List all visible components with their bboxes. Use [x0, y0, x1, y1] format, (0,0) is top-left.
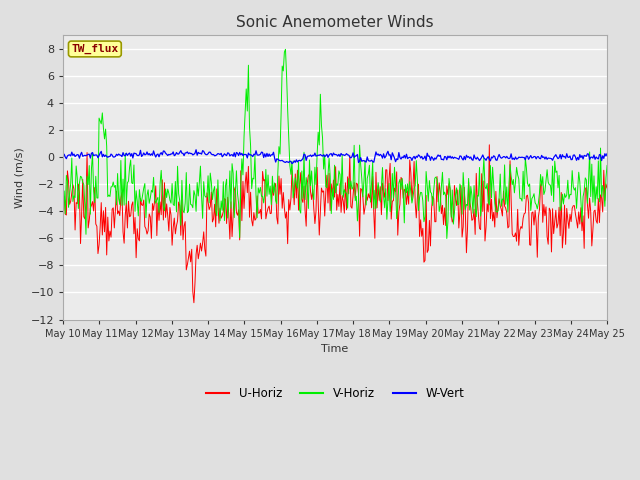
- Y-axis label: Wind (m/s): Wind (m/s): [15, 147, 25, 208]
- W-Vert: [60, 155, 67, 160]
- W-Vert: [385, 152, 393, 158]
- W-Vert: [192, 147, 200, 153]
- U-Horiz: [384, 198, 392, 204]
- Line: V-Horiz: V-Horiz: [63, 49, 607, 239]
- U-Horiz: [355, 191, 362, 197]
- U-Horiz: [190, 300, 198, 306]
- W-Vert: [604, 151, 611, 156]
- V-Horiz: [282, 47, 289, 52]
- W-Vert: [320, 152, 328, 157]
- V-Horiz: [384, 197, 392, 203]
- W-Vert: [508, 151, 515, 157]
- U-Horiz: [604, 185, 611, 191]
- Text: TW_flux: TW_flux: [71, 44, 118, 54]
- W-Vert: [323, 151, 331, 157]
- Line: W-Vert: W-Vert: [63, 150, 607, 164]
- U-Horiz: [322, 190, 330, 195]
- V-Horiz: [508, 173, 515, 179]
- Line: U-Horiz: U-Horiz: [63, 145, 607, 303]
- U-Horiz: [486, 142, 493, 148]
- V-Horiz: [593, 184, 600, 190]
- U-Horiz: [593, 218, 600, 224]
- V-Horiz: [319, 135, 326, 141]
- W-Vert: [593, 154, 600, 160]
- V-Horiz: [604, 163, 611, 168]
- Legend: U-Horiz, V-Horiz, W-Vert: U-Horiz, V-Horiz, W-Vert: [201, 382, 469, 405]
- W-Vert: [288, 161, 296, 167]
- V-Horiz: [355, 196, 362, 202]
- Title: Sonic Anemometer Winds: Sonic Anemometer Winds: [236, 15, 434, 30]
- V-Horiz: [443, 236, 451, 241]
- U-Horiz: [319, 189, 326, 195]
- V-Horiz: [322, 184, 330, 190]
- U-Horiz: [508, 197, 515, 203]
- X-axis label: Time: Time: [321, 344, 349, 354]
- W-Vert: [356, 158, 364, 164]
- U-Horiz: [60, 205, 67, 211]
- V-Horiz: [60, 195, 67, 201]
